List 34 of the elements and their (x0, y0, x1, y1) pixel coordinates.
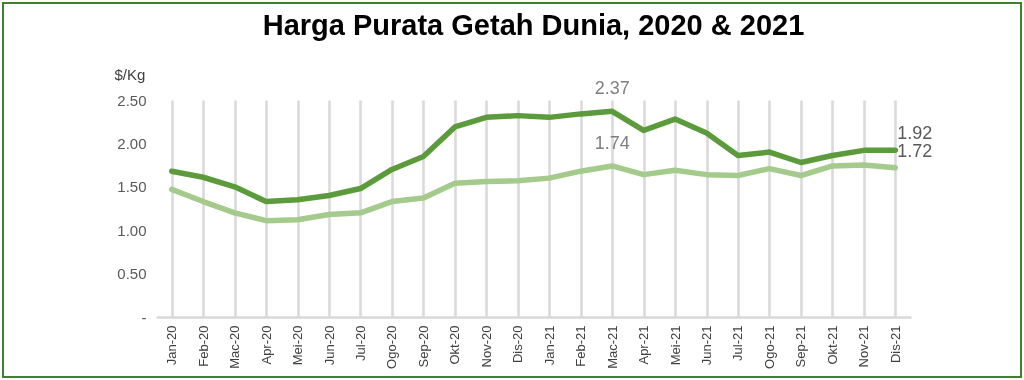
x-tick-label: Sep-21 (793, 325, 809, 368)
y-tick-label: 1.00 (117, 221, 147, 239)
x-tick-label: Mei-20 (290, 325, 306, 366)
x-tick-label: Apr-20 (258, 325, 274, 365)
x-tick-label: Jan-20 (164, 325, 180, 366)
x-tick-label: Mac-20 (227, 325, 243, 369)
x-tick-label: Dis-20 (510, 325, 526, 364)
x-tick-label: Jan-21 (541, 325, 557, 366)
x-tick-label: Sep-20 (415, 325, 431, 368)
x-tick-label: Feb-21 (573, 325, 589, 367)
y-tick-label: 0.50 (117, 265, 147, 283)
y-axis-title: $/Kg (114, 65, 146, 83)
x-tick-label: Ogo-20 (384, 325, 400, 369)
y-tick-label: 1.50 (117, 178, 147, 196)
x-tick-label: Jul-21 (730, 325, 746, 361)
x-tick-label: Jun-20 (321, 325, 337, 366)
data-label: 2.37 (594, 78, 630, 99)
x-tick-label: Jun-21 (699, 325, 715, 366)
chart-title: Harga Purata Getah Dunia, 2020 & 2021 (262, 9, 805, 41)
x-tick-label: Ogo-21 (761, 325, 777, 369)
y-tick-label: - (141, 308, 147, 326)
x-tick-label: Nov-21 (856, 325, 872, 368)
x-tick-label: Dis-21 (887, 325, 903, 364)
x-tick-label: Nov-20 (478, 325, 494, 368)
y-tick-label: 2.50 (117, 91, 147, 109)
x-tick-label: Okt-20 (447, 325, 463, 365)
x-tick-label: Okt-21 (824, 325, 840, 365)
data-label: 1.74 (594, 132, 630, 153)
x-tick-label: Mei-21 (667, 325, 683, 366)
x-tick-label: Apr-21 (636, 325, 652, 365)
x-tick-label: Feb-20 (195, 325, 211, 367)
x-tick-label: Jul-20 (352, 325, 368, 361)
x-tick-label: Mac-21 (604, 325, 620, 369)
y-tick-label: 2.00 (117, 134, 147, 152)
